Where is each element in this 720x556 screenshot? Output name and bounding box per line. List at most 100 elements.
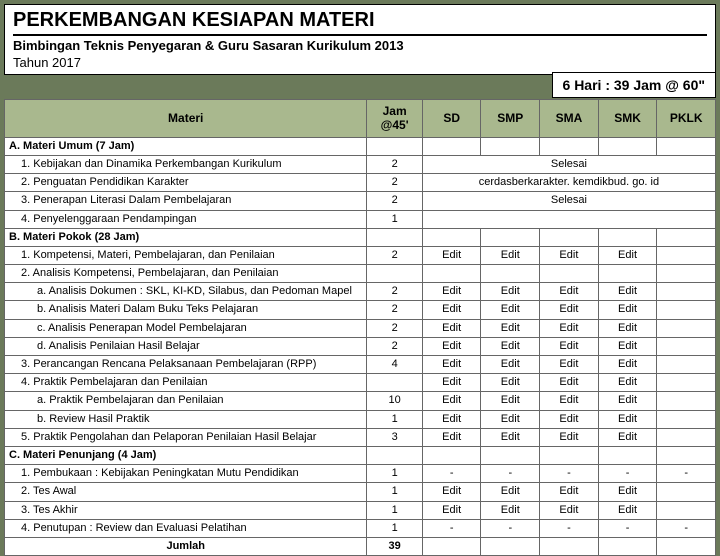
table-cell: Edit (481, 374, 540, 392)
table-cell (598, 537, 657, 555)
table-cell: 1. Kebijakan dan Dinamika Perkembangan K… (5, 155, 367, 173)
col-smk: SMK (598, 100, 657, 138)
table-cell (481, 137, 540, 155)
table-cell (657, 137, 716, 155)
col-smp: SMP (481, 100, 540, 138)
table-row: 2. Penguatan Pendidikan Karakter2cerdasb… (5, 174, 716, 192)
table-row: b. Analisis Materi Dalam Buku Teks Pelaj… (5, 301, 716, 319)
table-cell: a. Analisis Dokumen : SKL, KI-KD, Silabu… (5, 283, 367, 301)
table-cell: 1. Pembukaan : Kebijakan Peningkatan Mut… (5, 465, 367, 483)
table-cell: 4. Penyelenggaraan Pendampingan (5, 210, 367, 228)
table-cell: Edit (481, 337, 540, 355)
table-cell: cerdasberkarakter. kemdikbud. go. id (422, 174, 715, 192)
table-cell: Edit (422, 410, 481, 428)
table-cell: Edit (422, 483, 481, 501)
table-cell: - (540, 465, 599, 483)
table-cell (481, 265, 540, 283)
table-cell: - (598, 465, 657, 483)
table-cell (481, 228, 540, 246)
table-cell: b. Review Hasil Praktik (5, 410, 367, 428)
table-cell (540, 537, 599, 555)
table-cell: Edit (540, 428, 599, 446)
table-cell: Edit (422, 301, 481, 319)
table-cell: 1 (367, 210, 422, 228)
table-cell: Edit (598, 301, 657, 319)
table-cell (598, 265, 657, 283)
table-cell: 1 (367, 465, 422, 483)
table-cell: Edit (422, 337, 481, 355)
table-cell (657, 483, 716, 501)
table-cell (657, 428, 716, 446)
col-jam: Jam @45' (367, 100, 422, 138)
table-row: c. Analisis Penerapan Model Pembelajaran… (5, 319, 716, 337)
table-cell: 1 (367, 519, 422, 537)
table-cell: Edit (481, 283, 540, 301)
table-row: a. Analisis Dokumen : SKL, KI-KD, Silabu… (5, 283, 716, 301)
table-cell (657, 537, 716, 555)
table-cell: B. Materi Pokok (28 Jam) (5, 228, 367, 246)
table-cell (481, 446, 540, 464)
table-cell: 2. Penguatan Pendidikan Karakter (5, 174, 367, 192)
table-cell (657, 374, 716, 392)
info-box: 6 Hari : 39 Jam @ 60" (552, 72, 716, 98)
table-cell: Edit (481, 501, 540, 519)
title-block: PERKEMBANGAN KESIAPAN MATERI Bimbingan T… (4, 4, 716, 75)
table-cell: Edit (422, 392, 481, 410)
col-materi: Materi (5, 100, 367, 138)
table-row: 4. Penyelenggaraan Pendampingan1 (5, 210, 716, 228)
table-cell (657, 337, 716, 355)
table-cell: 3. Penerapan Literasi Dalam Pembelajaran (5, 192, 367, 210)
table-cell: Edit (598, 428, 657, 446)
table-cell: 2 (367, 174, 422, 192)
table-row: 1. Pembukaan : Kebijakan Peningkatan Mut… (5, 465, 716, 483)
table-cell: 2 (367, 155, 422, 173)
table-cell (657, 265, 716, 283)
table-cell: - (598, 519, 657, 537)
table-cell: 2 (367, 301, 422, 319)
table-cell (540, 446, 599, 464)
table-cell (657, 228, 716, 246)
table-cell (657, 446, 716, 464)
table-cell (540, 228, 599, 246)
table-cell: 4. Praktik Pembelajaran dan Penilaian (5, 374, 367, 392)
table-cell (598, 228, 657, 246)
title-year: Tahun 2017 (13, 55, 707, 70)
table-cell: Edit (540, 319, 599, 337)
table-cell: Jumlah (5, 537, 367, 555)
table-cell: 39 (367, 537, 422, 555)
table-cell (367, 374, 422, 392)
table-cell: Edit (598, 319, 657, 337)
col-sd: SD (422, 100, 481, 138)
table-cell (657, 501, 716, 519)
table-cell: C. Materi Penunjang (4 Jam) (5, 446, 367, 464)
table-cell: Edit (422, 246, 481, 264)
table-row: b. Review Hasil Praktik1EditEditEditEdit (5, 410, 716, 428)
table-cell (367, 446, 422, 464)
table-cell: Edit (422, 283, 481, 301)
table-row: 1. Kompetensi, Materi, Pembelajaran, dan… (5, 246, 716, 264)
table-row: 5. Praktik Pengolahan dan Pelaporan Peni… (5, 428, 716, 446)
table-row: C. Materi Penunjang (4 Jam) (5, 446, 716, 464)
table-row: 4. Praktik Pembelajaran dan Penilaian Edi… (5, 374, 716, 392)
table-cell (540, 137, 599, 155)
table-cell: 2 (367, 246, 422, 264)
table-cell: - (540, 519, 599, 537)
table-cell (540, 265, 599, 283)
table-cell: Edit (598, 246, 657, 264)
table-cell (367, 137, 422, 155)
table-cell: Edit (481, 319, 540, 337)
table-cell (422, 446, 481, 464)
table-cell: 2 (367, 337, 422, 355)
table-cell (481, 537, 540, 555)
table-cell: - (422, 519, 481, 537)
table-cell: Edit (481, 392, 540, 410)
table-cell (657, 246, 716, 264)
table-cell: 2. Analisis Kompetensi, Pembelajaran, da… (5, 265, 367, 283)
table-cell: Edit (540, 246, 599, 264)
table-cell (657, 410, 716, 428)
table-row: Jumlah39 (5, 537, 716, 555)
table-cell: Edit (481, 483, 540, 501)
table-cell: - (481, 465, 540, 483)
table-cell: - (481, 519, 540, 537)
table-cell (657, 301, 716, 319)
